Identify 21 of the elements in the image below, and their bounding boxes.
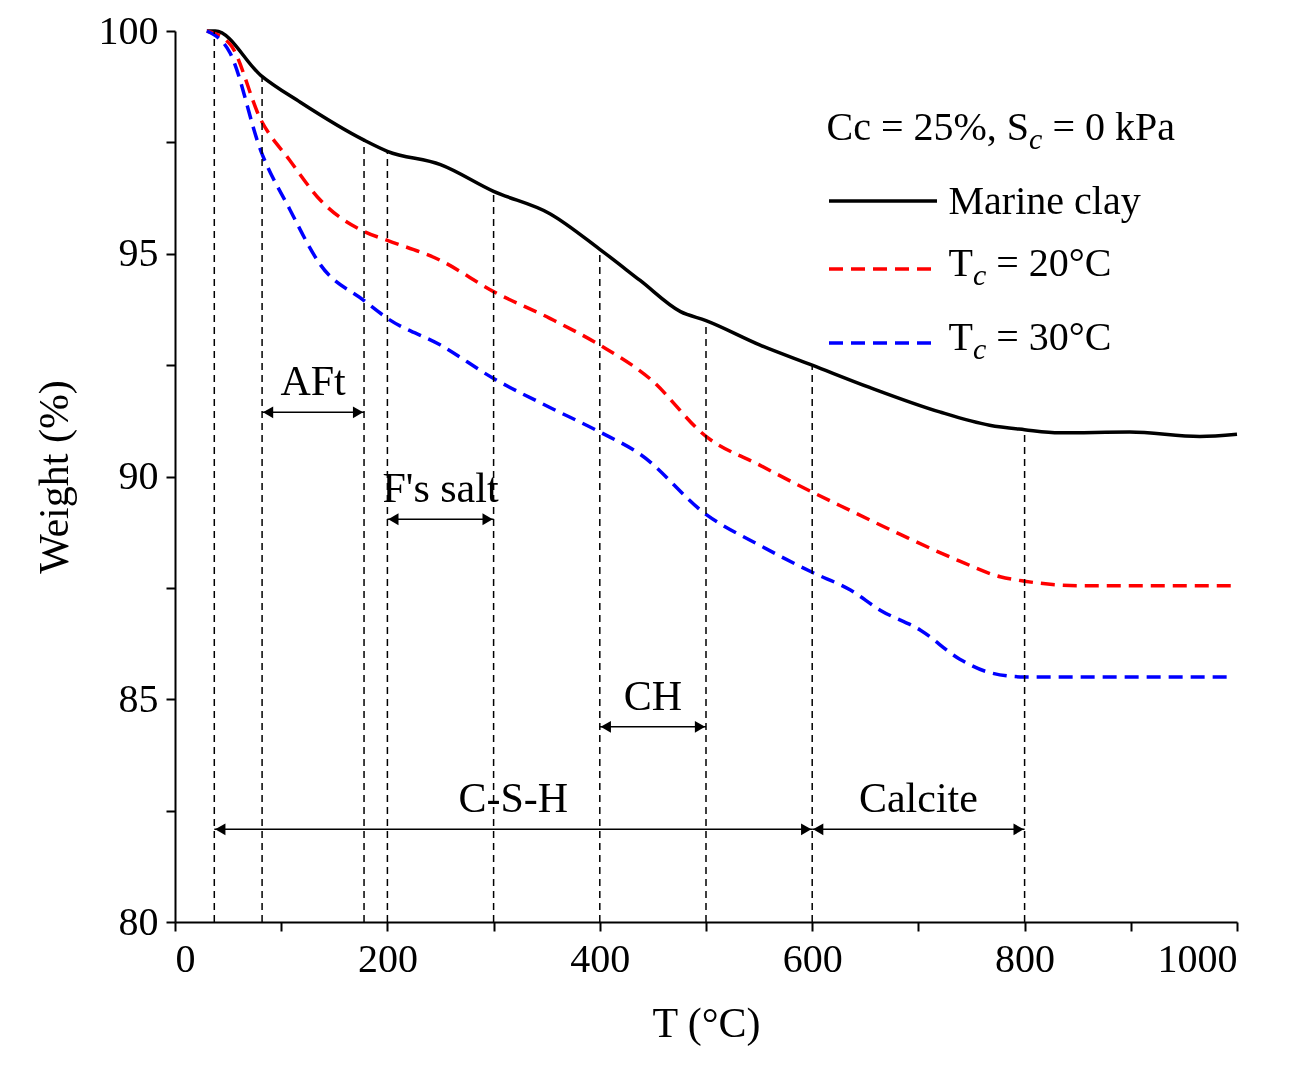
legend-title: Cc = 25%, S$_{c}$ = 0 kPa [826, 103, 1175, 157]
x-tick-label: 0 [175, 935, 196, 981]
y-tick-label: 95 [118, 230, 159, 276]
x-tick-label: 200 [357, 935, 418, 981]
annotation: C-S-H [458, 775, 569, 822]
legend-label: T$_{c}$ = 30°C [948, 313, 1112, 367]
x-tick-label: 800 [995, 935, 1056, 981]
x-tick-label: 400 [570, 935, 631, 981]
annotation: AFt [280, 358, 347, 405]
legend-label: Marine clay [948, 177, 1141, 225]
x-tick-label: 600 [782, 935, 843, 981]
annotation: Calcite [858, 775, 978, 822]
y-tick-label: 80 [118, 898, 159, 944]
y-tick-label: 100 [98, 7, 159, 53]
annotation: CH [623, 672, 683, 719]
x-tick-label: 1000 [1157, 935, 1238, 981]
x-axis-title: T (°C) [652, 999, 761, 1047]
y-tick-label: 85 [118, 675, 159, 721]
y-axis-title: Weight (%) [30, 380, 78, 574]
legend-label: T$_{c}$ = 20°C [948, 239, 1112, 293]
y-tick-label: 90 [118, 453, 159, 498]
